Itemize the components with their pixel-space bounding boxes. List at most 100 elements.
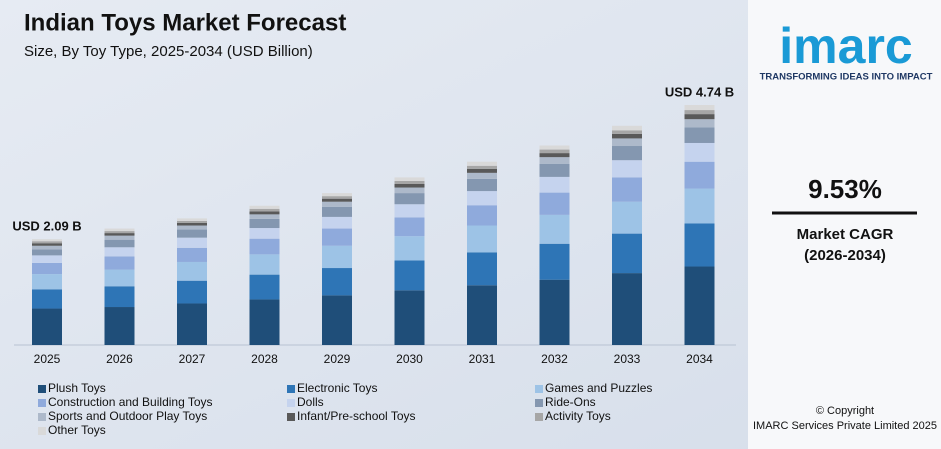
bar-segment [32, 289, 62, 309]
bar-segment [104, 247, 135, 257]
x-tick-label: 2032 [541, 352, 568, 366]
bar-segment [177, 247, 207, 262]
logo: imarc [779, 18, 912, 74]
bar-segment [32, 243, 62, 246]
bar-segment [539, 153, 570, 158]
bar-segment [104, 235, 135, 240]
bar-segment [394, 236, 425, 261]
bar-segment [394, 187, 425, 194]
legend-swatch [287, 399, 295, 407]
bar-segment [249, 208, 280, 212]
bar-segment [104, 233, 135, 236]
bar-segment [612, 160, 642, 178]
legend-swatch [38, 399, 46, 407]
bar-segment [612, 201, 642, 234]
cagr-value: 9.53% [808, 174, 882, 204]
bar-segment [539, 157, 570, 164]
x-tick-label: 2034 [686, 352, 713, 366]
x-tick-label: 2033 [614, 352, 641, 366]
cagr-period: (2026-2034) [804, 247, 886, 264]
bar-segment [322, 206, 352, 217]
legend-label: Plush Toys [48, 381, 106, 395]
x-tick-label: 2029 [324, 352, 351, 366]
bar-segment [612, 273, 642, 345]
bar-segment [612, 125, 642, 131]
bar-segment [539, 279, 570, 345]
bar-segment [104, 269, 135, 287]
x-tick-label: 2027 [179, 352, 206, 366]
legend-label: Activity Toys [545, 409, 611, 423]
bar-segment [684, 142, 715, 162]
chart-subtitle: Size, By Toy Type, 2025-2034 (USD Billio… [24, 43, 313, 60]
bar-segment [177, 303, 207, 345]
x-tick-label: 2030 [396, 352, 423, 366]
x-tick-label: 2031 [469, 352, 496, 366]
bar-segment [539, 243, 570, 280]
bar-segment [322, 216, 352, 229]
bar-segment [32, 308, 62, 345]
bar-segment [249, 205, 280, 209]
legend-label: Ride-Ons [545, 395, 596, 409]
bar-segment [104, 231, 135, 234]
bar-segment [32, 249, 62, 256]
bar-segment [322, 198, 352, 202]
legend-swatch [38, 413, 46, 421]
bar-segment [539, 176, 570, 193]
bar-segment [539, 149, 570, 154]
bar-segment [539, 192, 570, 215]
bar-segment [177, 220, 207, 223]
bar-segment [177, 237, 207, 248]
bar-segment [467, 252, 497, 286]
bar-segment [467, 205, 497, 226]
bar-segment [322, 228, 352, 246]
x-tick-label: 2028 [251, 352, 278, 366]
legend-label: Sports and Outdoor Play Toys [48, 409, 207, 423]
bar-segment [249, 214, 280, 219]
bar-segment [612, 177, 642, 202]
tagline: TRANSFORMING IDEAS INTO IMPACT [760, 72, 933, 83]
bar-segment [104, 307, 135, 345]
bar-segment [32, 255, 62, 263]
bar-segment [249, 218, 280, 229]
bar-segment [322, 295, 352, 345]
bar-segment [684, 119, 715, 128]
copyright: © Copyright [816, 405, 874, 417]
bar-segment [684, 161, 715, 189]
bar-segment [467, 161, 497, 166]
legend-swatch [535, 399, 543, 407]
legend-label: Games and Puzzles [545, 381, 652, 395]
bar-segment [32, 245, 62, 250]
bar-segment [394, 180, 425, 184]
legend-swatch [287, 385, 295, 393]
bar-segment [177, 280, 207, 304]
legend-label: Infant/Pre-school Toys [297, 409, 416, 423]
bar-segment [394, 193, 425, 205]
bar-segment [32, 241, 62, 244]
legend-swatch [38, 385, 46, 393]
side-panel [748, 0, 941, 449]
bar-segment [32, 274, 62, 290]
bar-segment [539, 214, 570, 244]
bar-segment [322, 193, 352, 197]
bar-segment [467, 168, 497, 173]
total-label: USD 4.74 B [665, 84, 734, 99]
bar-segment [684, 127, 715, 143]
bar-segment [539, 145, 570, 150]
legend-label: Other Toys [48, 423, 106, 437]
total-label: USD 2.09 B [12, 219, 81, 234]
bar-segment [249, 274, 280, 300]
bar-segment [249, 228, 280, 239]
bar-segment [394, 177, 425, 181]
bar-segment [32, 239, 62, 242]
bar-segment [104, 256, 135, 270]
bar-segment [249, 299, 280, 345]
bar-segment [249, 238, 280, 255]
bar-segment [322, 196, 352, 199]
bar-segment [249, 254, 280, 275]
cagr-label: Market CAGR [797, 226, 894, 243]
bar-segment [32, 262, 62, 275]
bar-segment [612, 130, 642, 134]
bar-segment [177, 222, 207, 226]
bar-segment [177, 229, 207, 238]
